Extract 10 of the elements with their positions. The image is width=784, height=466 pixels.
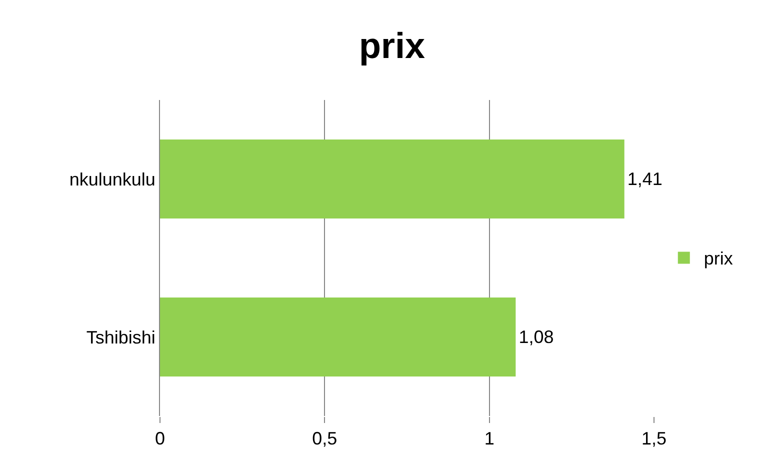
data-label: 1,08 bbox=[518, 327, 554, 347]
data-label: 1,41 bbox=[627, 169, 662, 189]
y-tick-label: Tshibishi bbox=[86, 327, 156, 348]
x-tick-label: 1 bbox=[484, 428, 494, 449]
legend-label: prix bbox=[704, 248, 733, 269]
x-tick-label: 0 bbox=[154, 428, 166, 449]
x-tick-label: 0,5 bbox=[312, 428, 338, 449]
x-tick-label: 1,5 bbox=[641, 428, 667, 449]
chart-title: prix bbox=[358, 24, 426, 66]
y-tick-label: nkulunkulu bbox=[69, 169, 156, 190]
